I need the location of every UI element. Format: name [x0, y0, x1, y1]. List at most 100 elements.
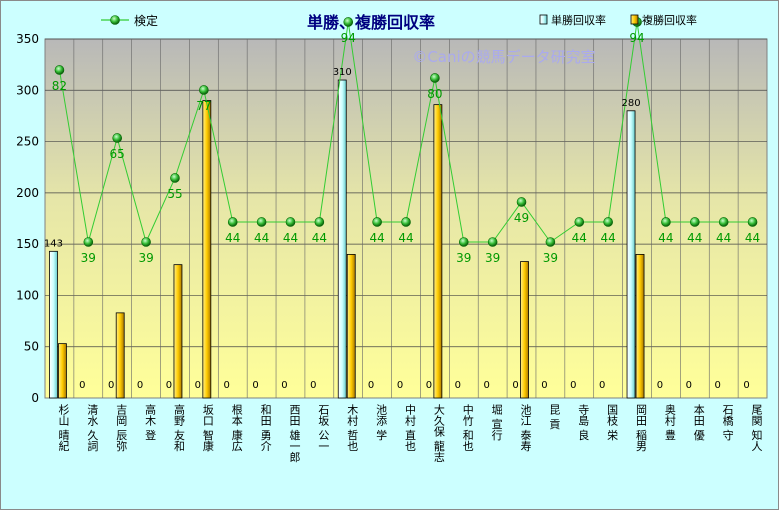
test-value-label: 39: [138, 251, 153, 265]
x-category-label: 国枝 栄: [606, 404, 619, 441]
y-tick-label: 200: [16, 186, 39, 200]
test-value-label: 44: [398, 231, 413, 245]
legend: 検定 単勝回収率 複勝回収率: [101, 13, 697, 28]
test-value-label: 44: [225, 231, 240, 245]
win-bar: [49, 250, 58, 399]
x-category-label: 中竹 和也: [461, 404, 474, 452]
test-value-label: 94: [629, 31, 644, 45]
test-value-label: 39: [543, 251, 558, 265]
win-value-label: 310: [333, 67, 352, 78]
x-category-label: 根本 康広: [230, 403, 243, 452]
test-value-label: 49: [514, 211, 529, 225]
test-point: [430, 73, 440, 83]
test-point: [314, 217, 325, 227]
x-category-label: 高野 友和: [172, 403, 185, 452]
test-point: [689, 217, 700, 227]
test-point: [141, 237, 151, 247]
win-value-label: 0: [310, 380, 316, 391]
y-tick-label: 300: [16, 83, 39, 97]
win-value-label: 0: [368, 380, 374, 391]
y-tick-label: 50: [24, 340, 39, 354]
y-axis: 0 50 100 150 200 250 300 350: [16, 32, 39, 405]
y-tick-label: 350: [16, 32, 39, 46]
x-category-label: 高木 登: [144, 403, 157, 441]
test-point: [603, 217, 613, 227]
test-value-label: 39: [485, 251, 500, 265]
place-bar: [520, 261, 529, 399]
test-value-label: 44: [369, 231, 384, 245]
win-value-label: 0: [166, 380, 172, 391]
legend-win-label: 単勝回収率: [551, 13, 606, 27]
watermark-text: ©Caniの競馬データ研究室: [412, 48, 595, 66]
win-value-label: 0: [657, 380, 663, 391]
test-value-label: 77: [196, 99, 211, 113]
win-value-label: 0: [743, 380, 749, 391]
place-bar: [173, 264, 183, 399]
y-tick-label: 0: [31, 391, 39, 405]
test-value-label: 55: [167, 187, 182, 201]
y-tick-label: 150: [16, 237, 39, 251]
x-category-label: 尾関 知人: [750, 404, 763, 452]
place-bar: [635, 253, 645, 399]
y-tick-label: 250: [16, 135, 39, 149]
win-value-label: 0: [512, 380, 518, 391]
x-category-label: 木村 哲也: [346, 404, 359, 452]
test-value-label: 44: [658, 231, 673, 245]
test-point: [747, 217, 758, 227]
test-value-label: 44: [745, 231, 760, 245]
win-value-label: 0: [686, 380, 692, 391]
win-value-label: 0: [455, 380, 461, 391]
win-value-label: 0: [195, 380, 201, 391]
test-value-label: 44: [312, 231, 327, 245]
test-point: [458, 237, 469, 247]
labels-layer: 143 0 0 0 0 0 0 0 0 0 310 0 0 0 0 0 0 0 0 0 280 0 0 0 0 82 39 65 39 5…: [44, 31, 760, 391]
test-point: [112, 133, 122, 143]
test-point: [574, 217, 585, 227]
x-axis: 杉山 晴紀 清水 久詞 吉岡 辰弥 高木 登 高野 友和 坂口 智康 根本 康広 和田 勇介 西…: [57, 403, 763, 463]
test-point: [83, 237, 94, 247]
test-value-label: 39: [456, 251, 471, 265]
win-value-label: 0: [714, 380, 720, 391]
place-bar: [115, 312, 125, 399]
test-value-label: 44: [254, 231, 269, 245]
test-point: [661, 217, 671, 227]
test-value-label: 80: [427, 87, 442, 101]
win-bar: [337, 79, 347, 399]
test-point: [199, 85, 209, 95]
win-value-label: 0: [483, 380, 489, 391]
x-category-label: 岡田 稲男: [635, 404, 648, 452]
legend-win-swatch: [539, 14, 548, 25]
test-value-label: 44: [716, 231, 731, 245]
test-point: [343, 17, 354, 27]
test-point: [401, 217, 411, 227]
x-category-label: 大久保 龍志: [432, 403, 445, 463]
legend-test-marker: [110, 15, 120, 25]
x-category-label: 清水 久詞: [86, 404, 99, 452]
test-point: [256, 217, 267, 227]
test-point: [718, 217, 729, 227]
x-category-label: 池江 泰寿: [519, 404, 532, 452]
test-value-label: 82: [52, 79, 67, 93]
x-category-label: 和田 勇介: [259, 404, 272, 452]
test-value-label: 44: [687, 231, 702, 245]
win-value-label: 0: [426, 380, 432, 391]
test-point: [516, 197, 527, 207]
test-value-label: 44: [283, 231, 298, 245]
legend-place-swatch: [630, 14, 639, 25]
place-bar: [346, 253, 356, 399]
test-point: [54, 65, 65, 75]
win-value-label: 0: [599, 380, 605, 391]
x-category-label: 中村 直也: [404, 404, 417, 452]
chart-title: 単勝、複勝回収率: [307, 13, 435, 32]
x-category-label: 吉岡 辰弥: [115, 404, 128, 452]
win-value-label: 0: [224, 380, 230, 391]
x-category-label: 坂口 智康: [201, 404, 214, 452]
x-category-label: 本田 優: [692, 403, 705, 441]
x-category-label: 西田 雄一郎: [288, 404, 301, 463]
test-value-label: 39: [81, 251, 96, 265]
win-value-label: 0: [281, 380, 287, 391]
win-value-label: 0: [79, 380, 85, 391]
test-value-label: 44: [572, 231, 587, 245]
test-value-label: 44: [601, 231, 616, 245]
